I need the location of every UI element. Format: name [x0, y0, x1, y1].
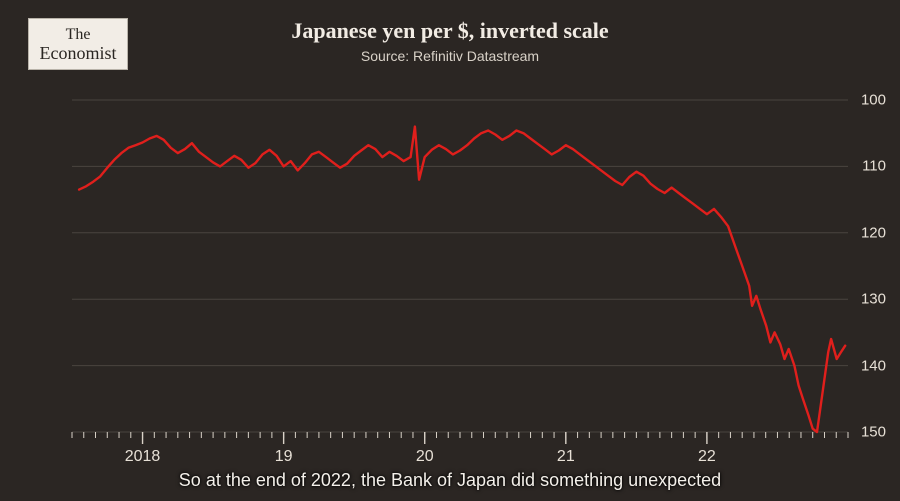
y-tick-label: 120 — [861, 224, 886, 241]
x-tick-label: 2018 — [125, 448, 161, 466]
y-tick-label: 130 — [861, 291, 886, 308]
chart-frame: The Economist Japanese yen per $, invert… — [0, 0, 900, 501]
y-tick-label: 140 — [861, 357, 886, 374]
y-tick-label: 150 — [861, 424, 886, 441]
x-tick-label: 21 — [557, 448, 575, 466]
chart-svg — [0, 0, 900, 501]
y-tick-label: 110 — [862, 158, 886, 175]
video-caption: So at the end of 2022, the Bank of Japan… — [0, 470, 900, 491]
chart-title: Japanese yen per $, inverted scale — [0, 18, 900, 44]
x-tick-label: 19 — [275, 448, 293, 466]
chart-source: Source: Refinitiv Datastream — [0, 48, 900, 64]
y-tick-label: 100 — [861, 92, 886, 109]
x-tick-label: 22 — [698, 448, 716, 466]
x-tick-label: 20 — [416, 448, 434, 466]
